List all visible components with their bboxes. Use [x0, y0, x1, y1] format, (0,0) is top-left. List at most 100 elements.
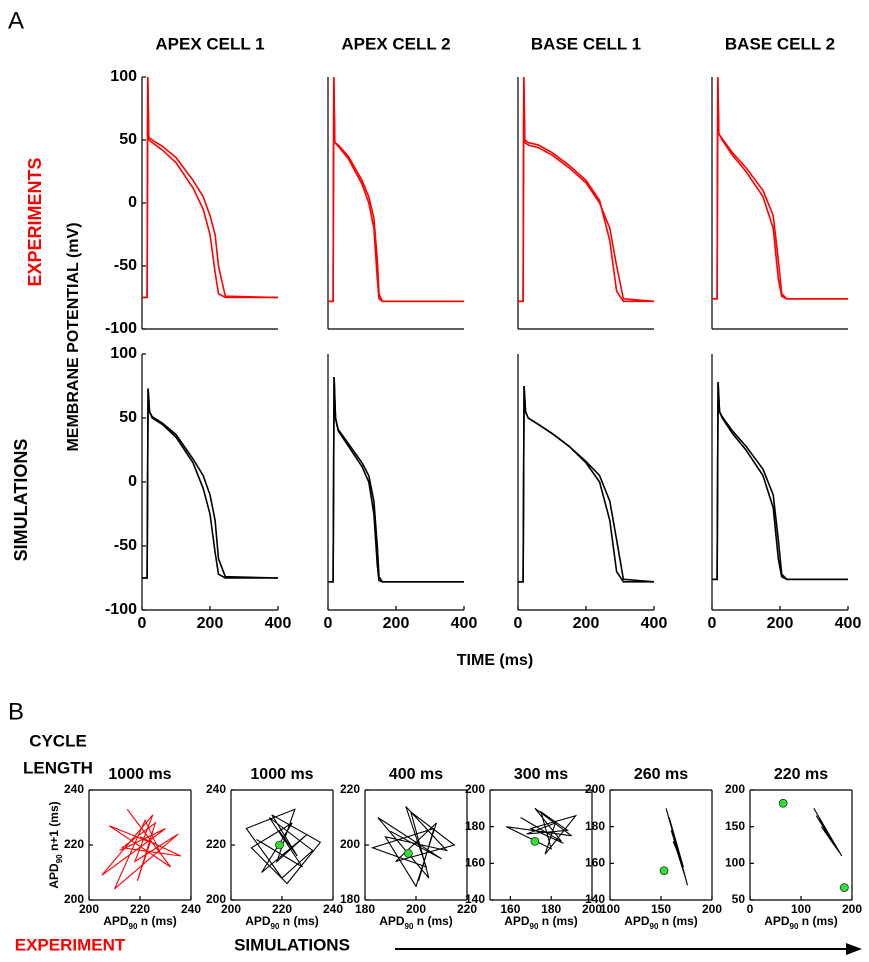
x-tick-label: 180	[541, 902, 561, 916]
x-tick-label: 200	[383, 615, 410, 632]
x-tick-label: 100	[600, 902, 620, 916]
trace	[665, 808, 689, 886]
trace	[142, 76, 279, 299]
trace	[328, 76, 464, 303]
panel-label: A	[8, 7, 24, 34]
x-tick-label: 240	[323, 902, 343, 916]
x-tick-label: 0	[708, 615, 717, 632]
marker	[659, 866, 669, 875]
footer-label: EXPERIMENT	[15, 935, 126, 954]
x-tick-label: 160	[500, 902, 520, 916]
y-tick-label: 180	[465, 819, 485, 833]
y-tick-label: 160	[465, 856, 485, 870]
label-sub: 90	[650, 922, 659, 931]
cycle-length-label: CYCLE	[29, 731, 87, 750]
x-tick-label: 0	[324, 615, 333, 632]
trace	[370, 806, 456, 888]
x-tick-label: 0	[514, 615, 523, 632]
x-tick-label: 240	[181, 902, 201, 916]
trace	[101, 808, 182, 890]
chart-title: APEX CELL 2	[341, 34, 450, 53]
y-tick-label: -100	[105, 601, 137, 618]
y-tick-label: 200	[340, 837, 360, 851]
marker	[840, 883, 849, 892]
trace	[518, 76, 655, 303]
footer-label: SIMULATIONS	[234, 935, 350, 954]
x-tick-label: 200	[842, 902, 862, 916]
panel-label: B	[8, 698, 24, 725]
y-tick-label: 50	[119, 131, 137, 148]
y-tick-label: 200	[585, 782, 605, 796]
axis-label: APD90 n (ms)	[379, 914, 453, 930]
trace	[813, 808, 843, 857]
axis-label: APD90 n (ms)	[504, 914, 578, 930]
x-tick-label: 200	[573, 615, 600, 632]
y-tick-label: 140	[465, 892, 485, 906]
trace	[142, 388, 279, 579]
marker	[275, 840, 284, 850]
label-rest: n (ms)	[658, 914, 697, 928]
y-tick-label: 100	[110, 345, 137, 362]
y-tick-label: 200	[206, 892, 226, 906]
label-rest: n (ms)	[538, 914, 577, 928]
x-tick-label: 200	[406, 902, 426, 916]
chart-title: 220 ms	[774, 766, 828, 783]
trace	[712, 382, 848, 581]
y-tick-label: 100	[725, 856, 745, 870]
y-tick-label: 220	[64, 837, 84, 851]
trace	[245, 808, 322, 885]
marker	[404, 848, 413, 858]
axis-label: APD90 n (ms)	[624, 914, 698, 930]
trace	[518, 385, 654, 583]
y-tick-label: 200	[64, 892, 84, 906]
label-main: APD	[764, 914, 790, 928]
x-tick-label: 400	[835, 615, 862, 632]
trace	[518, 385, 655, 583]
trace	[328, 376, 464, 583]
trace	[328, 76, 464, 303]
x-tick-label: 200	[702, 902, 722, 916]
chart-title: 400 ms	[389, 766, 443, 783]
y-tick-label: 240	[206, 782, 226, 796]
y-tick-label: 50	[119, 409, 137, 426]
axis-label: APD90 n (ms)	[764, 914, 838, 930]
chart-title: 1000 ms	[108, 766, 171, 783]
y-tick-label: 200	[465, 782, 485, 796]
x-tick-label: 200	[197, 615, 224, 632]
label-rest: n (ms)	[798, 914, 837, 928]
label-sub: 90	[405, 922, 414, 931]
y-tick-label: 220	[206, 837, 226, 851]
chart-title: APEX CELL 1	[155, 34, 264, 53]
axis-label: APD90 n (ms)	[103, 914, 177, 930]
trace	[712, 76, 848, 300]
y-tick-label: -50	[114, 257, 137, 274]
x-axis-label: TIME (ms)	[457, 652, 533, 669]
label-rest: n (ms)	[137, 914, 176, 928]
row-label: SIMULATIONS	[11, 439, 31, 562]
y-tick-label: 0	[128, 194, 137, 211]
axis-label: APD90 n+1 (ms)	[47, 801, 63, 888]
y-tick-label: 180	[585, 819, 605, 833]
label-main: APD	[379, 914, 405, 928]
x-tick-label: 400	[641, 615, 668, 632]
x-tick-label: 400	[451, 615, 478, 632]
y-tick-label: 100	[110, 68, 137, 85]
label-main: APD	[47, 863, 61, 889]
x-tick-label: 220	[130, 902, 150, 916]
trace	[506, 807, 578, 855]
chart-title: 1000 ms	[250, 766, 313, 783]
label-main: APD	[624, 914, 650, 928]
chart-title: BASE CELL 2	[725, 34, 835, 53]
y-tick-label: 220	[340, 782, 360, 796]
y-axis-label: MEMBRANE POTENTIAL (mV)	[65, 222, 82, 451]
x-tick-label: 200	[767, 615, 794, 632]
x-tick-label: 100	[791, 902, 811, 916]
x-tick-label: 200	[79, 902, 99, 916]
y-tick-label: -50	[114, 537, 137, 554]
label-sub: 90	[790, 922, 799, 931]
y-tick-label: 150	[725, 819, 745, 833]
y-tick-label: 160	[585, 856, 605, 870]
x-tick-label: 200	[221, 902, 241, 916]
x-tick-label: 220	[272, 902, 292, 916]
